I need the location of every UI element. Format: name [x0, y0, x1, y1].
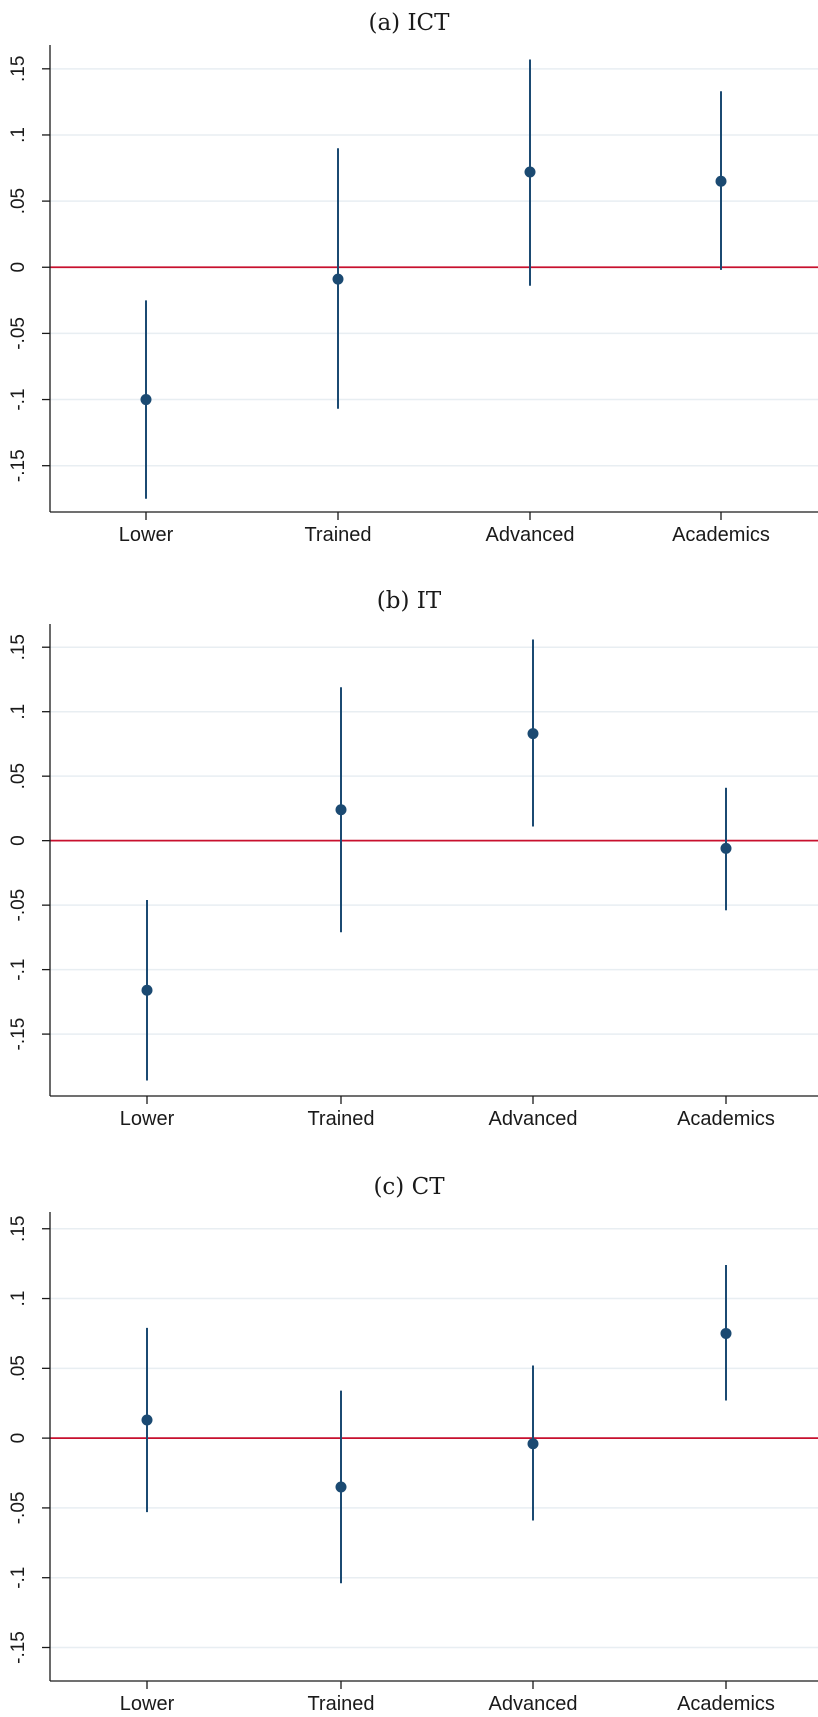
y-tick-label: -.15: [8, 1631, 29, 1664]
x-tick-label: Academics: [677, 1693, 775, 1715]
x-tick-label: Lower: [120, 1693, 175, 1715]
y-tick-label: -.1: [8, 959, 29, 981]
y-tick-label: 0: [8, 262, 29, 273]
point-estimate: [524, 166, 536, 178]
y-tick-label: -.05: [8, 317, 29, 350]
panel-3: (c) CT .15 .1 .05 0 -.05 -.1 -.15 Lower Trained Ad…: [8, 1174, 818, 1715]
panel-2: (b) IT .15 .1 .05 0 -.05 -.1 -.15 Lower Trained Ad…: [8, 588, 818, 1130]
y-tick-label: -.15: [8, 1018, 29, 1051]
x-tick-label: Lower: [119, 524, 174, 546]
y-tick-label: .1: [8, 127, 29, 143]
x-tick-label: Advanced: [486, 524, 575, 546]
x-tick-label: Advanced: [489, 1693, 578, 1715]
y-tick-label: -.15: [8, 449, 29, 482]
y-tick-label: -.05: [8, 1492, 29, 1525]
point-estimate: [527, 1438, 539, 1450]
point-estimate: [720, 842, 732, 854]
y-tick-label: 0: [8, 835, 29, 846]
y-tick-label: .05: [8, 763, 29, 789]
x-tick-label: Lower: [120, 1108, 175, 1130]
x-tick-label: Academics: [677, 1108, 775, 1130]
y-tick-label: .05: [8, 188, 29, 214]
y-tick-label: .15: [8, 56, 29, 82]
point-estimate: [527, 728, 539, 740]
point-estimate: [332, 273, 344, 285]
x-tick-label: Academics: [672, 524, 770, 546]
y-tick-label: -.05: [8, 889, 29, 922]
point-estimate: [141, 984, 153, 996]
y-tick-label: .15: [8, 634, 29, 660]
y-tick-label: .05: [8, 1355, 29, 1381]
x-tick-label: Advanced: [489, 1108, 578, 1130]
y-tick-label: -.1: [8, 1567, 29, 1589]
point-estimate: [140, 394, 152, 406]
x-tick-label: Trained: [307, 1693, 374, 1715]
panel-title: (a) ICT: [369, 10, 451, 36]
y-tick-label: .15: [8, 1216, 29, 1242]
y-tick-label: 0: [8, 1433, 29, 1444]
y-tick-label: -.1: [8, 388, 29, 410]
point-estimate: [141, 1414, 153, 1426]
x-tick-label: Trained: [304, 524, 371, 546]
point-estimate: [715, 175, 727, 187]
panel-title: (c) CT: [373, 1174, 445, 1200]
point-estimate: [720, 1327, 732, 1339]
x-tick-label: Trained: [307, 1108, 374, 1130]
y-tick-label: .1: [8, 1291, 29, 1307]
panel-1: (a) ICT .15 .1 .05 0 -.05 -.1 -.15 Lower Trained A…: [8, 10, 818, 546]
point-estimate: [335, 1481, 347, 1493]
y-tick-label: .1: [8, 704, 29, 720]
point-estimate: [335, 804, 347, 816]
panel-title: (b) IT: [377, 588, 442, 614]
